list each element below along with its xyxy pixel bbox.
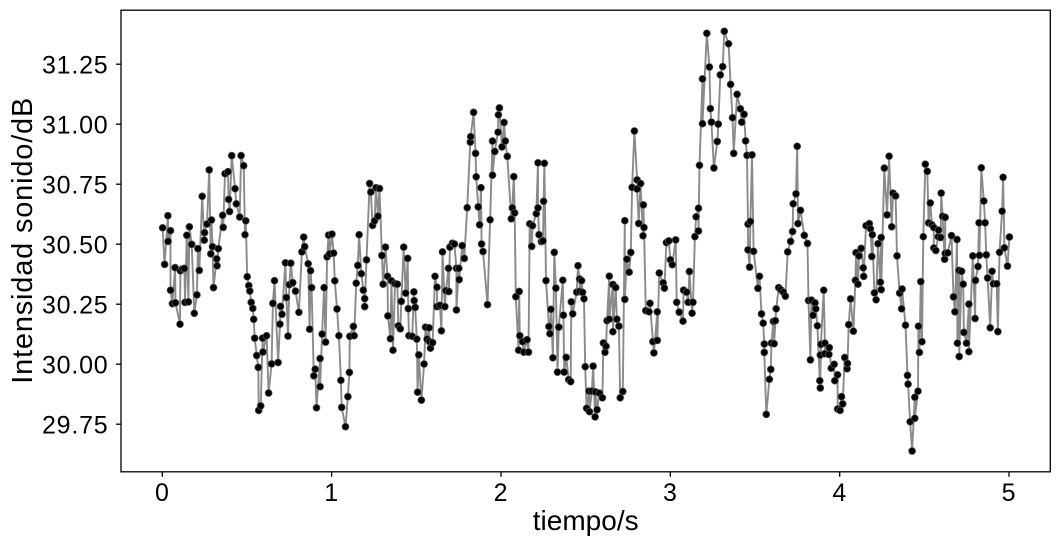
- svg-text:29.75: 29.75: [42, 412, 109, 440]
- svg-text:5: 5: [1002, 479, 1017, 507]
- svg-text:31.00: 31.00: [42, 112, 109, 140]
- svg-text:3: 3: [663, 479, 678, 507]
- svg-text:1: 1: [324, 479, 339, 507]
- svg-text:30.75: 30.75: [42, 172, 109, 200]
- svg-text:tiempo/s: tiempo/s: [533, 505, 639, 536]
- svg-text:0: 0: [155, 479, 170, 507]
- svg-text:30.50: 30.50: [42, 232, 109, 260]
- svg-text:Intensidad sonido/dB: Intensidad sonido/dB: [7, 97, 39, 384]
- svg-text:31.25: 31.25: [42, 52, 109, 80]
- svg-text:30.00: 30.00: [42, 352, 109, 380]
- svg-text:30.25: 30.25: [42, 292, 109, 320]
- svg-text:4: 4: [832, 479, 847, 507]
- svg-text:2: 2: [494, 479, 509, 507]
